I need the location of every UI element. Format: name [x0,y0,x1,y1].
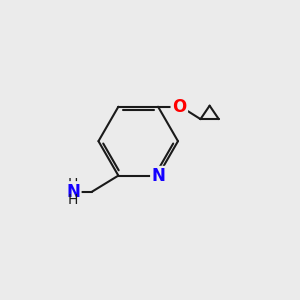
Text: H: H [68,193,78,207]
Text: N: N [152,167,166,185]
Text: H: H [68,176,78,190]
Text: N: N [66,183,80,201]
Text: O: O [172,98,186,116]
